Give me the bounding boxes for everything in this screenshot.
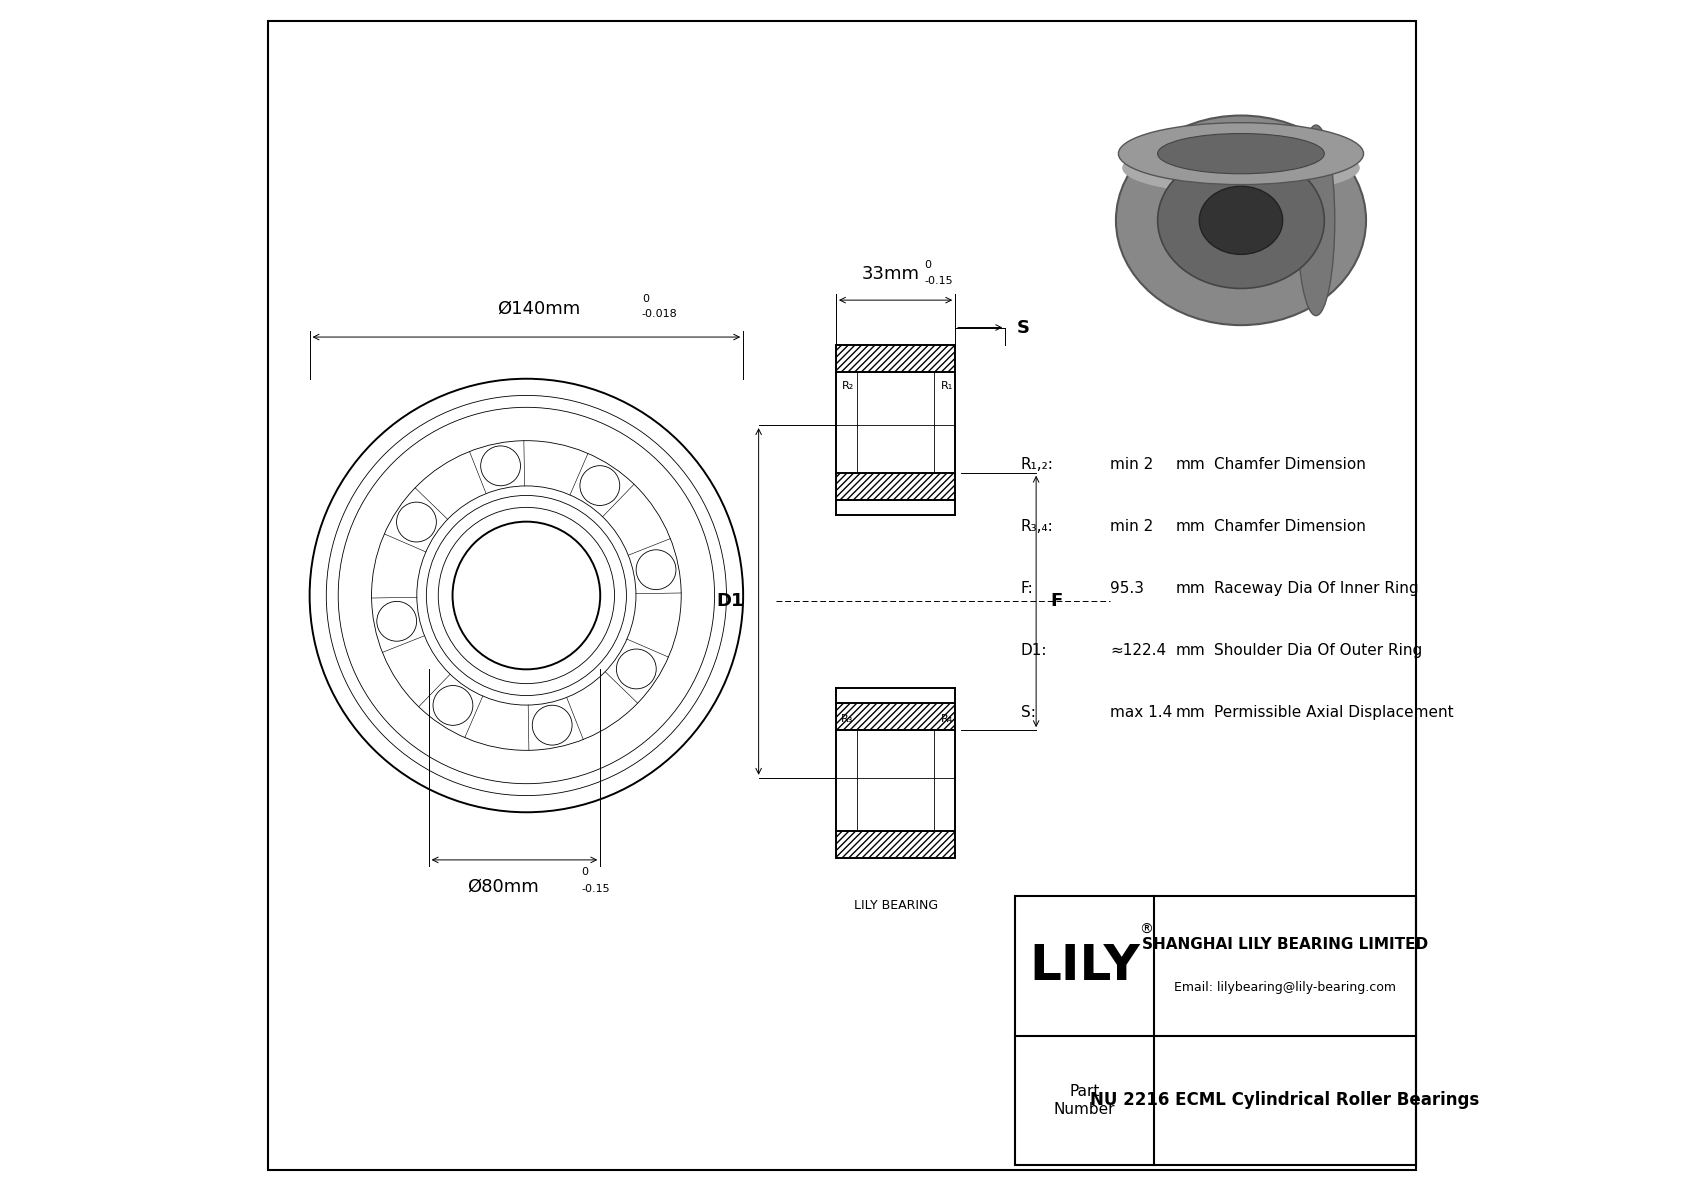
Text: Chamfer Dimension: Chamfer Dimension bbox=[1214, 519, 1366, 534]
Text: ®: ® bbox=[1138, 923, 1154, 937]
Text: Part
Number: Part Number bbox=[1054, 1084, 1115, 1117]
Text: D1: D1 bbox=[717, 592, 744, 611]
Text: R₁,₂:: R₁,₂: bbox=[1021, 457, 1054, 472]
Text: F:: F: bbox=[1021, 581, 1034, 596]
Text: 0: 0 bbox=[581, 867, 588, 877]
Text: min 2: min 2 bbox=[1110, 519, 1154, 534]
Ellipse shape bbox=[1122, 142, 1359, 194]
Text: 0: 0 bbox=[925, 261, 931, 270]
Ellipse shape bbox=[1157, 152, 1324, 288]
Text: LILY: LILY bbox=[1029, 942, 1140, 990]
Text: min 2: min 2 bbox=[1110, 457, 1154, 472]
Text: mm: mm bbox=[1175, 705, 1206, 719]
Text: R₃,₄:: R₃,₄: bbox=[1021, 519, 1054, 534]
Text: R₄: R₄ bbox=[940, 715, 953, 724]
Text: -0.018: -0.018 bbox=[642, 310, 677, 319]
Polygon shape bbox=[835, 473, 955, 500]
Text: Ø140mm: Ø140mm bbox=[497, 300, 579, 318]
Ellipse shape bbox=[1157, 133, 1324, 174]
Text: 33mm: 33mm bbox=[862, 266, 919, 283]
Text: Chamfer Dimension: Chamfer Dimension bbox=[1214, 457, 1366, 472]
Ellipse shape bbox=[1199, 186, 1283, 255]
Text: R₂: R₂ bbox=[842, 381, 854, 391]
Text: Ø80mm: Ø80mm bbox=[466, 878, 539, 896]
Text: S:: S: bbox=[1021, 705, 1036, 719]
Text: S: S bbox=[1017, 318, 1031, 337]
Ellipse shape bbox=[1297, 125, 1335, 316]
Text: -0.15: -0.15 bbox=[581, 884, 610, 893]
Ellipse shape bbox=[1116, 116, 1366, 325]
Text: ≈122.4: ≈122.4 bbox=[1110, 643, 1165, 657]
Polygon shape bbox=[835, 831, 955, 858]
Ellipse shape bbox=[1118, 123, 1364, 185]
Text: F: F bbox=[1051, 592, 1063, 611]
Text: Email: lilybearing@lily-bearing.com: Email: lilybearing@lily-bearing.com bbox=[1174, 981, 1396, 993]
Text: max 1.4: max 1.4 bbox=[1110, 705, 1172, 719]
Polygon shape bbox=[835, 345, 955, 372]
Text: SHANGHAI LILY BEARING LIMITED: SHANGHAI LILY BEARING LIMITED bbox=[1142, 937, 1428, 952]
Text: Shoulder Dia Of Outer Ring: Shoulder Dia Of Outer Ring bbox=[1214, 643, 1421, 657]
Text: mm: mm bbox=[1175, 581, 1206, 596]
Text: -0.15: -0.15 bbox=[925, 276, 953, 286]
Text: Raceway Dia Of Inner Ring: Raceway Dia Of Inner Ring bbox=[1214, 581, 1418, 596]
Polygon shape bbox=[835, 703, 955, 730]
Text: 0: 0 bbox=[642, 294, 648, 304]
Text: D1:: D1: bbox=[1021, 643, 1047, 657]
Text: Permissible Axial Displacement: Permissible Axial Displacement bbox=[1214, 705, 1453, 719]
Text: R₃: R₃ bbox=[840, 715, 854, 724]
Text: mm: mm bbox=[1175, 519, 1206, 534]
Text: 95.3: 95.3 bbox=[1110, 581, 1143, 596]
Text: NU 2216 ECML Cylindrical Roller Bearings: NU 2216 ECML Cylindrical Roller Bearings bbox=[1091, 1091, 1480, 1110]
Text: mm: mm bbox=[1175, 643, 1206, 657]
Text: R₁: R₁ bbox=[940, 381, 953, 391]
Text: LILY BEARING: LILY BEARING bbox=[854, 899, 938, 912]
Text: mm: mm bbox=[1175, 457, 1206, 472]
